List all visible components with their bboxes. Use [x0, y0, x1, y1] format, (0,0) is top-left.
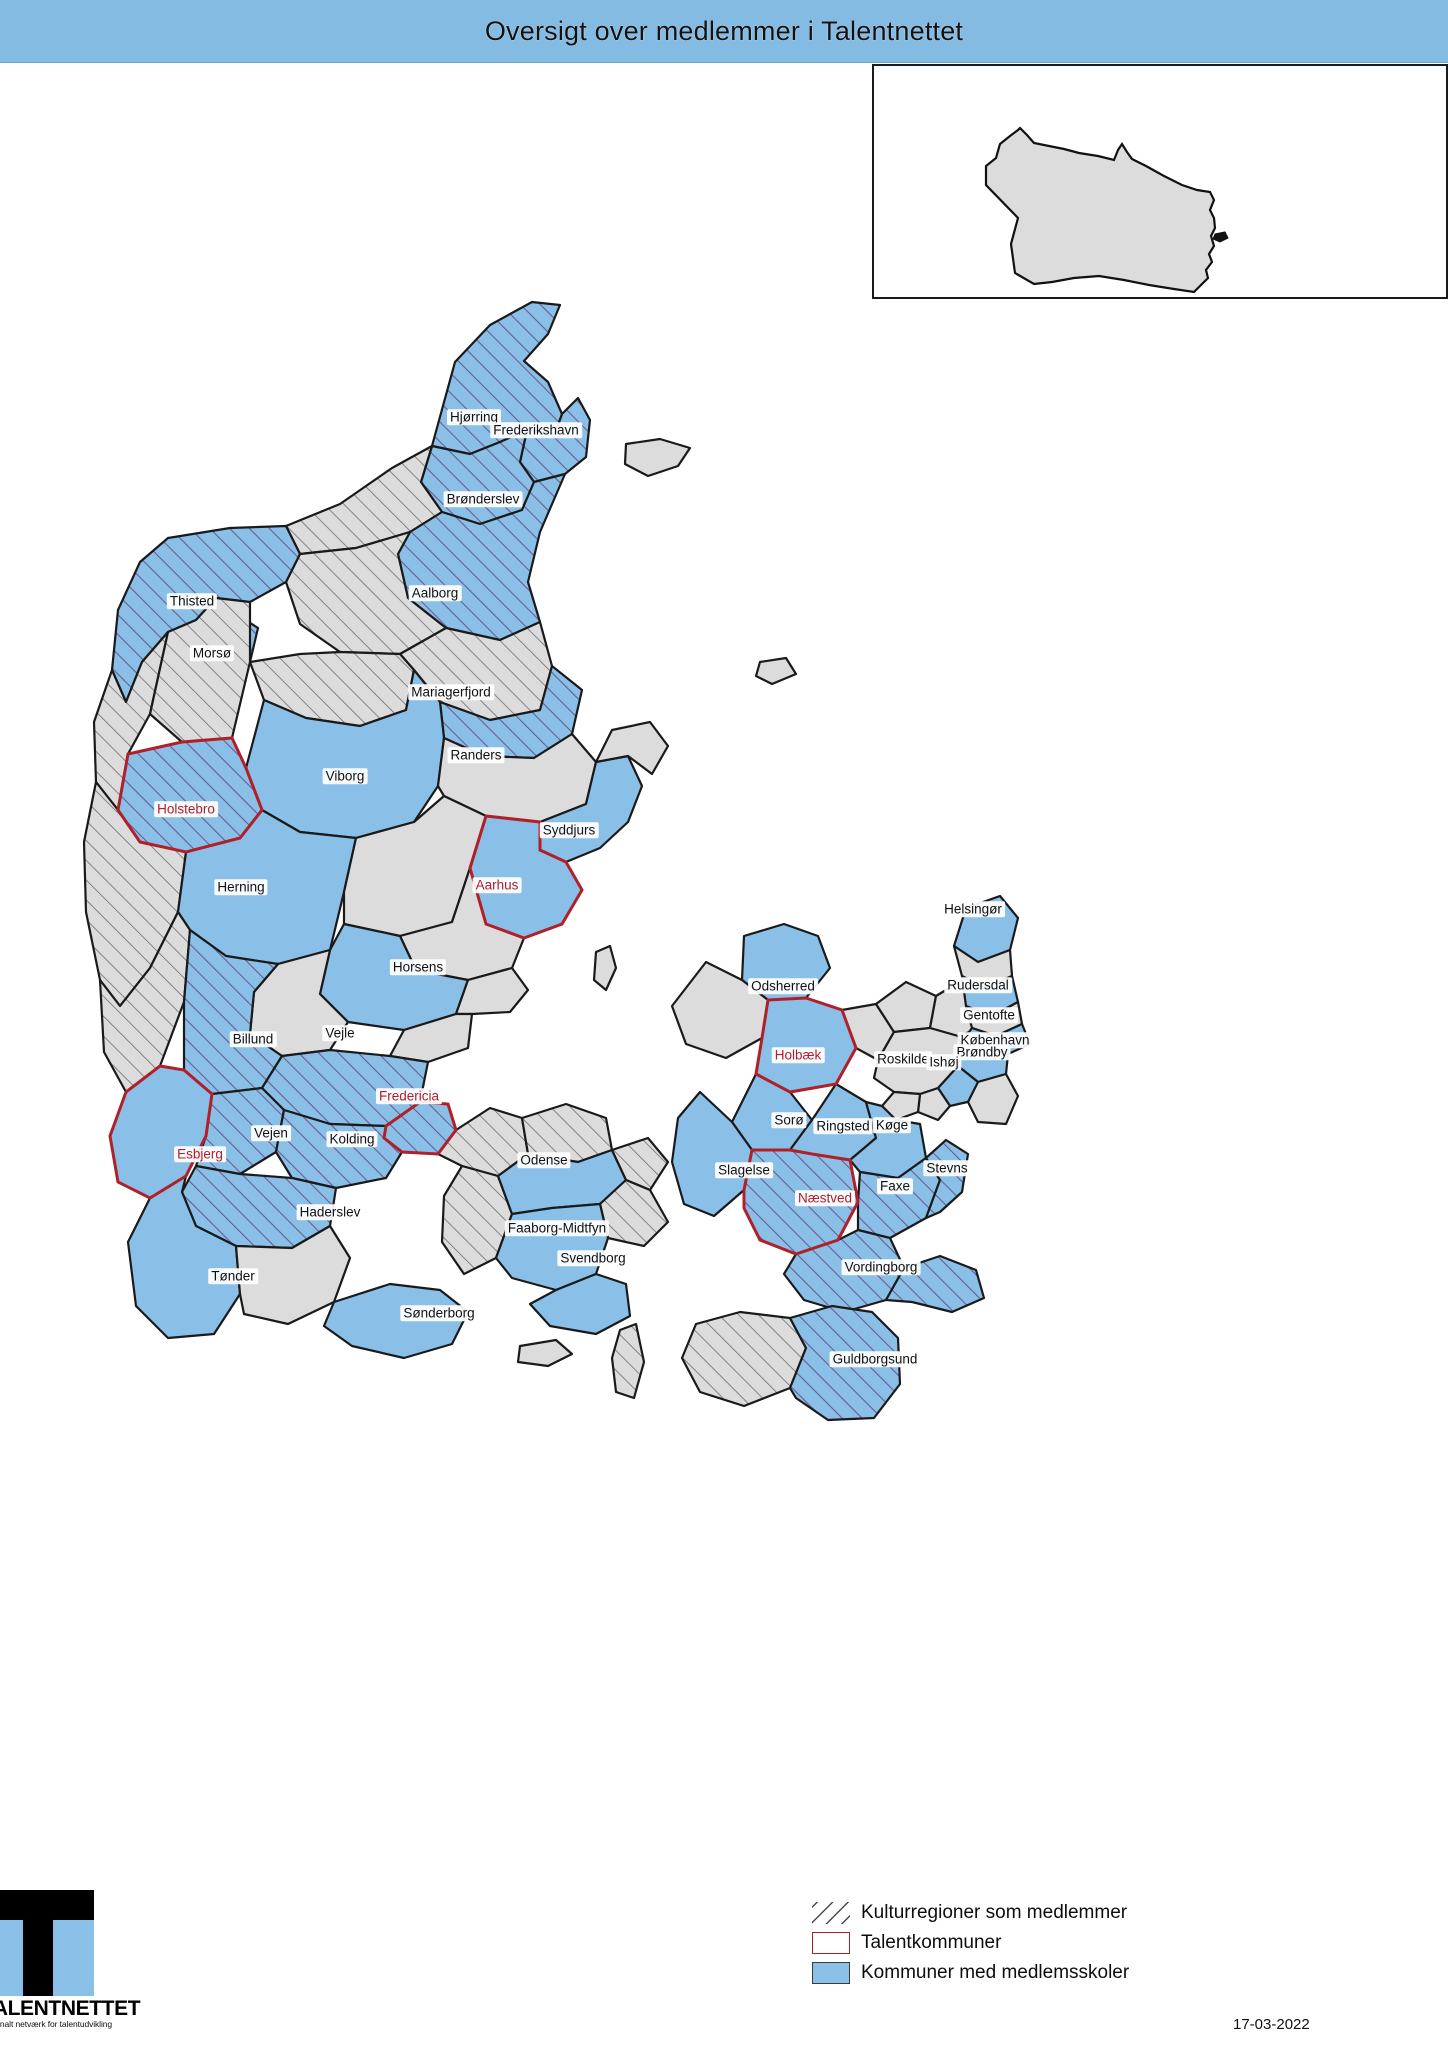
region-langeland[interactable] — [610, 1322, 646, 1400]
map-label-t-nder[interactable]: Tønder — [208, 1268, 258, 1284]
map-label-ish-j[interactable]: Ishøj — [926, 1054, 962, 1070]
bornholm-inset-svg — [984, 126, 1229, 294]
map-label-faaborg-midtfyn[interactable]: Faaborg-Midtfyn — [504, 1220, 610, 1236]
legend-label: Kommuner med medlemsskoler — [861, 1962, 1130, 1983]
region-svendborg[interactable] — [528, 1272, 632, 1336]
map-label-holb-k[interactable]: Holbæk — [771, 1047, 825, 1063]
legend-item-medlemsskoler[interactable]: Kommuner med medlemsskoler — [812, 1958, 1372, 1988]
logo-t-stem — [23, 1890, 53, 1996]
region-amager[interactable] — [966, 1072, 1020, 1126]
map-label-helsing-r[interactable]: Helsingør — [941, 901, 1005, 917]
map-label-hj-rring[interactable]: Hjørring — [446, 409, 502, 425]
map-label-ringsted[interactable]: Ringsted — [813, 1118, 873, 1134]
map-label-br-nderslev[interactable]: Brønderslev — [443, 491, 523, 507]
hatch-swatch-icon — [812, 1902, 850, 1924]
region-holstebro-talent-outline — [116, 736, 264, 854]
region-anholt[interactable] — [754, 656, 798, 686]
region-struer[interactable] — [148, 596, 252, 744]
map-label-mariagerfjord[interactable]: Mariagerfjord — [408, 684, 494, 700]
date-stamp: 17-03-2022 — [1233, 2016, 1310, 2033]
legend-label: Talentkommuner — [861, 1932, 1002, 1953]
map-label-faxe[interactable]: Faxe — [876, 1178, 914, 1194]
map-label-fredericia[interactable]: Fredericia — [375, 1088, 443, 1104]
region-naestved-talent-outline — [742, 1148, 860, 1256]
region-greve[interactable] — [880, 1090, 922, 1122]
map-label-k-benhavn[interactable]: København — [957, 1032, 1033, 1048]
map-label-odsherred[interactable]: Odsherred — [748, 978, 818, 994]
map-label-guldborgsund[interactable]: Guldborgsund — [829, 1351, 921, 1367]
map-label-vejle[interactable]: Vejle — [322, 1025, 358, 1041]
region-lemvig[interactable] — [92, 630, 170, 812]
region-samsoe[interactable] — [592, 944, 618, 992]
map-label-kolding[interactable]: Kolding — [326, 1131, 378, 1147]
region-lolland[interactable] — [680, 1310, 808, 1408]
map-label-s-nderborg[interactable]: Sønderborg — [400, 1305, 478, 1321]
legend-label: Kulturregioner som medlemmer — [861, 1902, 1128, 1923]
map-label-mors-[interactable]: Morsø — [189, 645, 235, 661]
title-banner: Oversigt over medlemmer i Talentnettet — [0, 0, 1448, 63]
map-label-syddjurs[interactable]: Syddjurs — [539, 822, 599, 838]
map-label-horsens[interactable]: Horsens — [389, 959, 447, 975]
map-label-k-ge[interactable]: Køge — [872, 1117, 912, 1133]
region-holbaek-talent-outline — [754, 996, 858, 1094]
map-label-frederikshavn[interactable]: Frederikshavn — [490, 422, 582, 438]
bornholm-inset-box[interactable] — [872, 64, 1448, 299]
page-title: Oversigt over medlemmer i Talentnettet — [484, 15, 964, 46]
region-laesoe[interactable] — [623, 437, 692, 478]
map-label-viborg[interactable]: Viborg — [322, 768, 368, 784]
region-slagelse[interactable] — [670, 1090, 754, 1218]
map-label-svendborg[interactable]: Svendborg — [557, 1250, 629, 1266]
logo-tagline: nationalt netværk for talentudvikling — [0, 2019, 113, 2029]
map-legend: Kulturregioner som medlemmer Talentkommu… — [812, 1898, 1372, 1988]
region-bornholm[interactable] — [984, 126, 1217, 294]
region-stevns[interactable] — [924, 1138, 970, 1220]
talentnettet-logo[interactable]: TALENTNETTET nationalt netværk for talen… — [0, 1890, 141, 2029]
region-kalundborg[interactable] — [670, 960, 770, 1060]
map-label-holstebro[interactable]: Holstebro — [154, 801, 218, 817]
map-label-esbjerg[interactable]: Esbjerg — [174, 1146, 226, 1162]
region-kerteminde[interactable] — [610, 1136, 670, 1192]
map-label-sor-[interactable]: Sorø — [771, 1112, 807, 1128]
map-label-n-stved[interactable]: Næstved — [794, 1190, 856, 1206]
map-label-aarhus[interactable]: Aarhus — [472, 877, 522, 893]
logo-wordmark: TALENTNETTET — [0, 1997, 141, 2020]
map-label-vejen[interactable]: Vejen — [251, 1125, 291, 1141]
map-label-odense[interactable]: Odense — [517, 1152, 571, 1168]
logo-t-mark-icon — [0, 1890, 94, 1996]
talent-outline-swatch-icon — [812, 1932, 850, 1954]
blue-fill-swatch-icon — [812, 1962, 850, 1984]
region-aeroe[interactable] — [516, 1338, 574, 1368]
region-kolding[interactable] — [274, 1108, 404, 1190]
map-label-rudersdal[interactable]: Rudersdal — [944, 977, 1012, 993]
map-label-herning[interactable]: Herning — [214, 879, 268, 895]
map-label-gentofte[interactable]: Gentofte — [960, 1007, 1018, 1023]
region-norddjurs[interactable] — [594, 720, 670, 776]
map-label-haderslev[interactable]: Haderslev — [296, 1204, 364, 1220]
map-label-billund[interactable]: Billund — [229, 1031, 277, 1047]
legend-item-talentkommuner[interactable]: Talentkommuner — [812, 1928, 1372, 1958]
map-label-thisted[interactable]: Thisted — [166, 593, 218, 609]
map-label-slagelse[interactable]: Slagelse — [715, 1162, 773, 1178]
map-label-aalborg[interactable]: Aalborg — [408, 585, 462, 601]
region-soenderborg[interactable] — [322, 1282, 470, 1360]
map-label-stevns[interactable]: Stevns — [923, 1160, 971, 1176]
map-label-randers[interactable]: Randers — [447, 747, 505, 763]
map-label-vordingborg[interactable]: Vordingborg — [841, 1259, 921, 1275]
legend-item-kulturregioner[interactable]: Kulturregioner som medlemmer — [812, 1898, 1372, 1928]
map-label-roskilde[interactable]: Roskilde — [874, 1051, 932, 1067]
map-label-br-ndby[interactable]: Brøndby — [953, 1044, 1011, 1060]
region-christiansoe — [1212, 231, 1229, 243]
